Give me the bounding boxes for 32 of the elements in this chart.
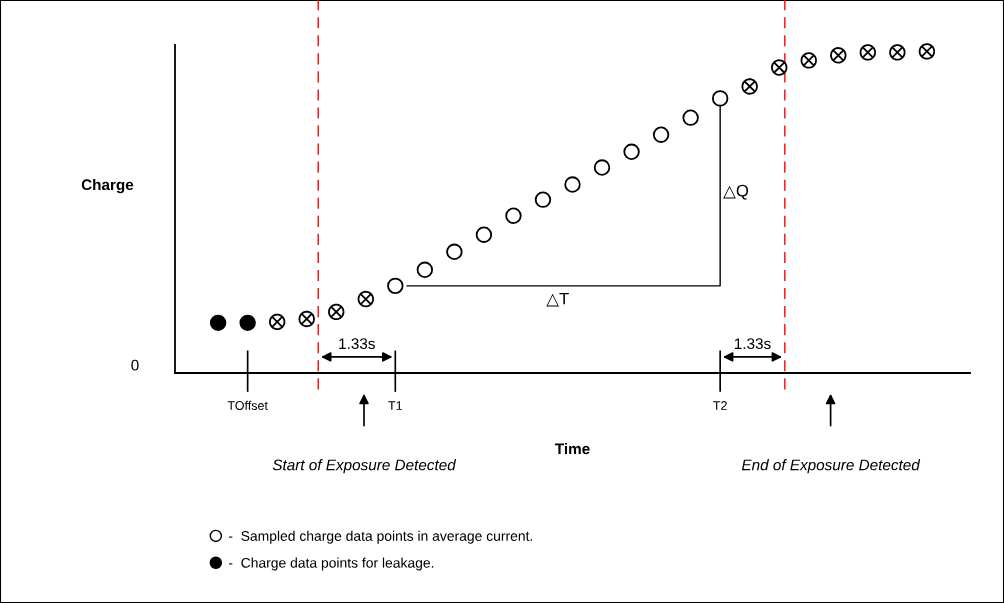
point <box>328 303 345 321</box>
point <box>564 176 581 193</box>
x-tick-label: TOffset <box>227 400 268 410</box>
x-tick-label: T2 <box>713 401 727 410</box>
x-axis-title: Time <box>554 442 590 455</box>
legend-label: - Charge data points for leakage. <box>228 557 434 571</box>
annotation: 1.33s <box>339 338 375 350</box>
point <box>505 207 522 224</box>
text: End of Exposure Detected <box>741 459 921 474</box>
point <box>209 314 227 332</box>
text: 0 <box>131 359 139 371</box>
annotation: △Q <box>723 184 749 200</box>
text: Start of Exposure Detected <box>272 459 457 474</box>
x-tick-label: T1 <box>388 401 402 410</box>
point <box>475 226 493 243</box>
point <box>711 90 729 107</box>
point <box>239 314 256 332</box>
legend-label: - Sampled charge data points in average current. <box>228 530 533 544</box>
annotation: 1.33s <box>734 338 771 350</box>
annotation: △T <box>546 292 569 307</box>
point <box>593 159 611 176</box>
point <box>889 44 906 61</box>
point <box>357 290 374 308</box>
point <box>416 261 434 278</box>
point <box>534 191 552 208</box>
y-axis-title: Charge <box>81 178 134 194</box>
point <box>623 143 640 160</box>
point <box>387 277 404 295</box>
point <box>446 243 463 260</box>
point <box>652 126 670 143</box>
point <box>269 313 286 331</box>
point <box>682 109 699 126</box>
